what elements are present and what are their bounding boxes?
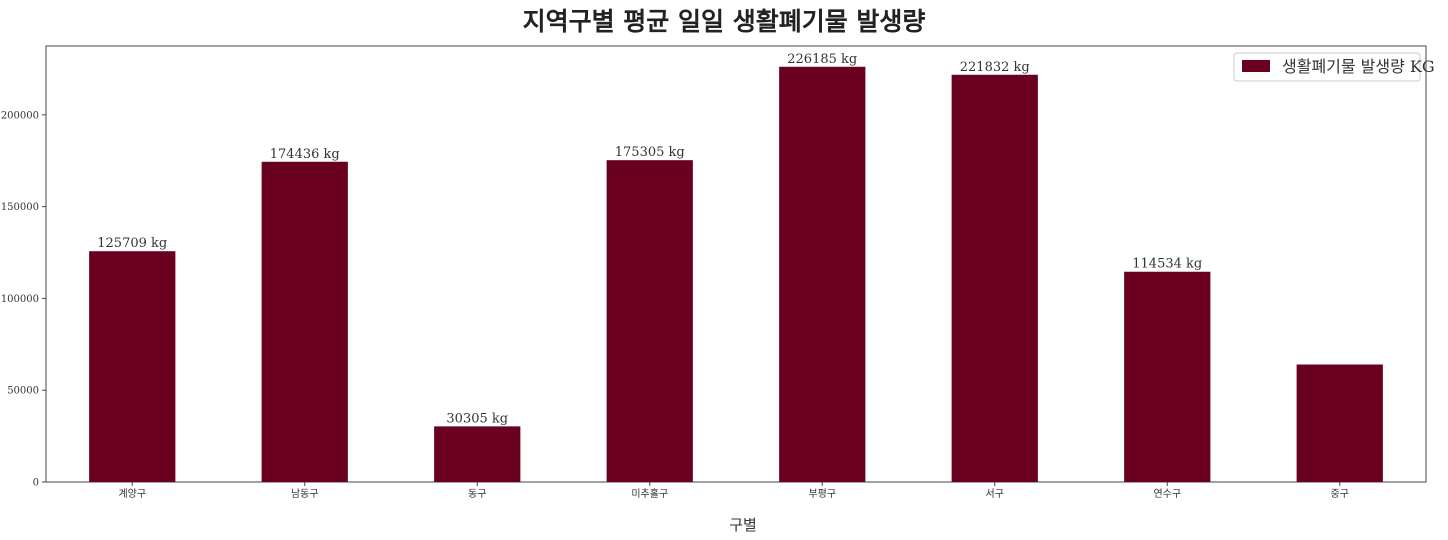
x-tick-label: 남동구 bbox=[291, 488, 319, 500]
bar bbox=[951, 74, 1038, 482]
legend-label: 생활폐기물 발생량 KG bbox=[1282, 57, 1435, 76]
bar bbox=[89, 251, 176, 482]
plot-frame bbox=[45, 45, 1427, 483]
bar bbox=[1124, 271, 1211, 482]
legend-box bbox=[1233, 52, 1421, 82]
y-tick-label: 200000 bbox=[1, 110, 39, 121]
bar-value-label: 125709 kg bbox=[97, 236, 167, 251]
y-tick-label: 0 bbox=[33, 478, 39, 489]
x-tick-label: 미추홀구 bbox=[631, 487, 668, 500]
y-tick-label: 50000 bbox=[7, 386, 39, 397]
x-axis-label: 구별 bbox=[729, 516, 757, 534]
bar bbox=[434, 426, 521, 482]
chart-title: 지역구별 평균 일일 생활폐기물 발생량 bbox=[522, 7, 926, 36]
x-tick-label: 서구 bbox=[986, 488, 1004, 500]
bar-value-label: 174436 kg bbox=[270, 147, 340, 162]
bar-value-label: 114534 kg bbox=[1132, 257, 1202, 272]
bar-value-label: 226185 kg bbox=[787, 52, 857, 67]
x-tick-label: 연수구 bbox=[1153, 488, 1181, 500]
bar bbox=[779, 66, 866, 482]
bar-value-label: 221832 kg bbox=[960, 60, 1030, 75]
bar bbox=[261, 161, 348, 483]
x-tick-label: 중구 bbox=[1331, 488, 1349, 500]
x-tick-label: 동구 bbox=[468, 488, 486, 500]
bar bbox=[1296, 364, 1383, 482]
y-tick-label: 100000 bbox=[1, 294, 39, 305]
y-tick-label: 150000 bbox=[1, 202, 39, 213]
bar-value-label: 175305 kg bbox=[615, 145, 685, 160]
bar-series: 125709 kg 174436 kg 30305 kg 175305 kg 22618… bbox=[89, 52, 1383, 483]
legend: 생활폐기물 발생량 KG bbox=[1233, 52, 1435, 82]
legend-swatch bbox=[1242, 60, 1270, 72]
bar bbox=[606, 160, 693, 482]
bar-value-label: 30305 kg bbox=[446, 411, 508, 426]
y-axis: 0 50000 100000 150000 200000 bbox=[1, 110, 46, 489]
x-tick-label: 부평구 bbox=[808, 488, 836, 500]
x-axis: 계양구 남동구 동구 미추홀구 부평구 서구 연수구 중구 bbox=[118, 482, 1349, 500]
x-tick-label: 계양구 bbox=[118, 488, 146, 500]
